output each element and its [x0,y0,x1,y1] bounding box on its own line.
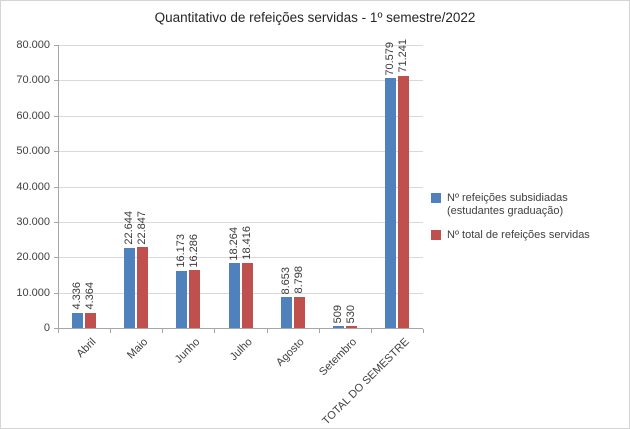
bar-value-label: 22.644 [123,211,136,245]
legend: Nº refeições subsidiadas (estudantes gra… [431,192,627,242]
y-axis-label: 10.000 [16,286,50,299]
y-tick [54,186,58,188]
y-tick [54,257,58,259]
bar-value-label: 530 [344,304,357,323]
bar-subsidiadas [228,263,240,328]
bar-total [293,296,305,328]
y-tick [54,45,58,46]
y-axis-label: 50.000 [16,145,50,158]
y-tick [54,151,58,153]
bar-subsidiadas [384,78,396,328]
bar-subsidiadas [332,326,344,328]
gridline [58,151,423,153]
bar-subsidiadas [280,297,292,328]
bar-subsidiadas [176,270,188,328]
legend-swatch-icon [431,193,441,203]
bar-value-label: 16.286 [188,233,201,268]
y-axis-label: 70.000 [16,74,50,87]
y-axis-label: 30.000 [16,215,50,228]
bar-total [189,270,201,328]
y-axis-label: 60.000 [16,109,50,122]
x-tick [110,329,112,333]
bar-total [397,75,409,328]
x-axis-label: Junho [173,336,203,366]
y-axis-label: 40.000 [16,180,50,193]
y-tick [54,115,58,117]
gridline [58,221,423,223]
y-tick [54,292,58,294]
y-tick [54,328,58,329]
x-axis-line [58,328,423,329]
x-tick [58,329,59,333]
legend-item: Nº refeições subsidiadas (estudantes gra… [431,192,627,218]
bar-value-label: 70.579 [383,41,396,76]
legend-label: Nº total de refeições servidas [447,229,590,241]
bar-subsidiadas [124,247,136,328]
legend-label: Nº refeições subsidiadas (estudantes gra… [447,192,568,217]
x-tick [318,329,320,333]
x-axis-label: Setembro [317,336,360,379]
y-axis-line [58,45,59,329]
x-axis-label: Abril [74,336,99,361]
y-tick [54,80,58,82]
legend-item: Nº total de refeições servidas [431,229,627,242]
bar-total [345,326,357,328]
gridline [58,257,423,259]
bar-value-label: 509 [331,304,344,323]
x-axis-label: Julho [227,336,255,364]
y-axis-label: 80.000 [16,39,50,51]
x-tick [266,329,268,333]
gridline [58,80,423,82]
bar-value-label: 8.798 [292,266,305,294]
x-tick [370,329,372,333]
gridline [58,292,423,294]
bar-value-label: 18.416 [240,226,253,260]
bar-value-label: 4.336 [71,282,84,310]
bar-subsidiadas [72,312,84,328]
bar-total [137,247,149,328]
y-tick [54,221,58,223]
bar-value-label: 4.364 [84,282,97,310]
chart-title: Quantitativo de refeições servidas - 1º … [154,10,476,25]
gridline [58,45,423,46]
x-axis-label: TOTAL DO SEMESTRE [320,336,412,428]
bar-value-label: 71.241 [396,39,409,73]
bar-value-label: 16.173 [175,234,188,268]
x-axis-label: Maio [125,336,151,362]
y-axis-label: 0 [43,322,50,334]
x-tick [162,329,164,333]
gridline [58,186,423,188]
bar-total [85,312,97,328]
bar-value-label: 22.847 [136,210,149,245]
y-axis-label: 20.000 [16,251,50,264]
bar-value-label: 8.653 [279,266,292,295]
legend-swatch-icon [431,230,441,240]
x-axis-label: Agosto [274,336,308,369]
x-tick [423,329,424,333]
gridline [58,115,423,117]
bar-value-label: 18.264 [227,226,240,261]
x-tick [214,329,216,333]
bar-total [241,262,253,328]
